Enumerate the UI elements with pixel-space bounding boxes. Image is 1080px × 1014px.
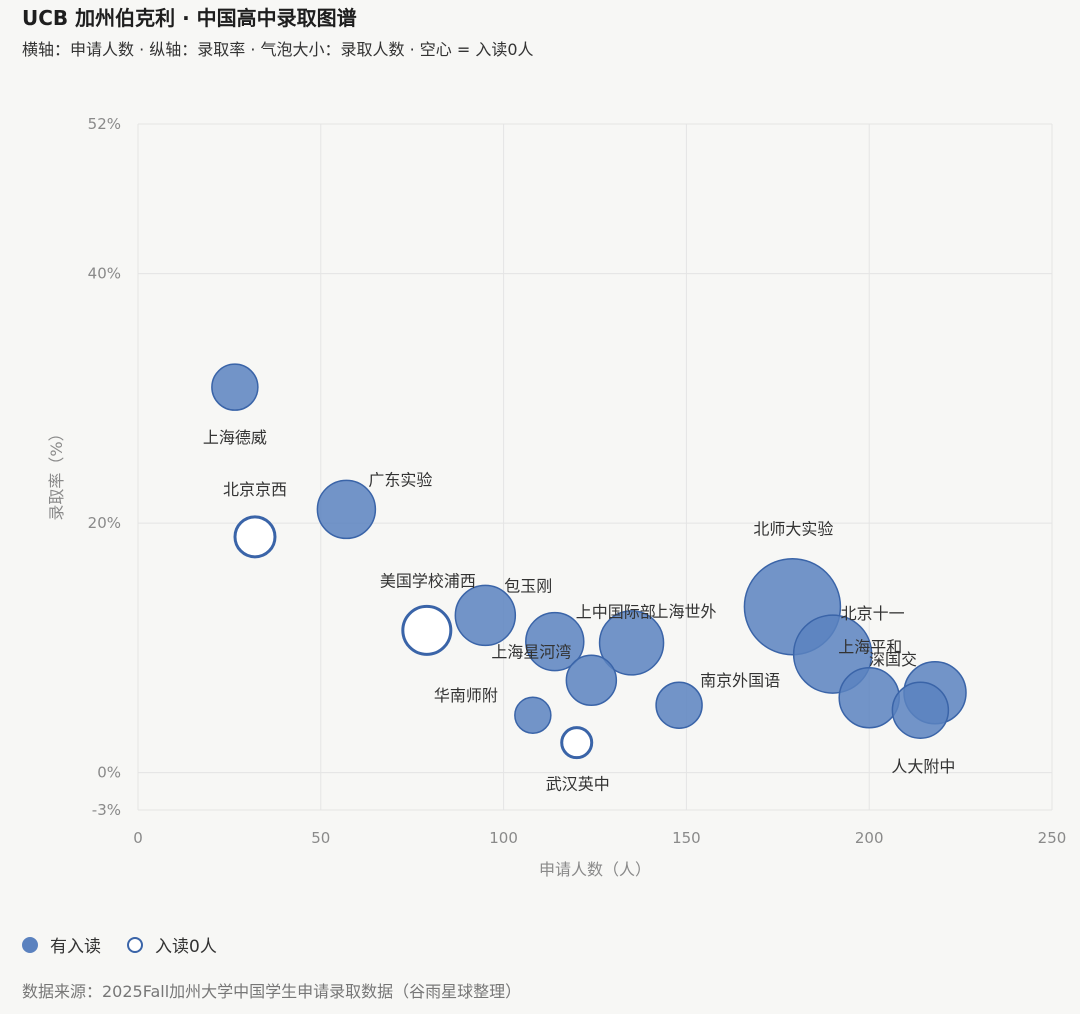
bubble-label: 上海星河湾 <box>491 642 571 661</box>
bubble[interactable] <box>211 363 259 411</box>
x-tick-label: 50 <box>311 829 330 847</box>
y-tick-label: 0% <box>97 764 121 782</box>
tick-layer: 0 50 100 150 200 250 -3% 0% 20% 40% 52% <box>88 115 1067 847</box>
bubble-label: 武汉英中 <box>546 775 610 794</box>
x-tick-label: 150 <box>672 829 701 847</box>
bubble[interactable] <box>565 654 618 707</box>
legend-item-hollow[interactable]: 入读0人 <box>127 932 217 957</box>
bubble[interactable] <box>598 610 665 676</box>
bubble-label: 上海世外 <box>653 602 717 621</box>
legend-item-filled[interactable]: 有入读 <box>22 932 101 957</box>
bubble[interactable] <box>514 696 552 734</box>
chart-title: UCB 加州伯克利 · 中国高中录取图谱 <box>22 6 357 30</box>
filled-circle-icon <box>22 936 38 953</box>
bubble-label: 包玉刚 <box>504 576 552 595</box>
bubble[interactable] <box>401 604 453 656</box>
bubble-label: 上海德威 <box>203 428 267 447</box>
bubble[interactable] <box>560 726 594 760</box>
bubble-label: 广东实验 <box>368 470 432 489</box>
bubble[interactable] <box>316 479 377 540</box>
bubble[interactable] <box>891 681 950 739</box>
bubble-label: 北京京西 <box>223 480 287 499</box>
bubble-label: 华南师附 <box>434 686 498 705</box>
bubble-layer <box>211 363 967 760</box>
y-axis-title: 录取率（%） <box>47 425 66 520</box>
bubble-label: 美国学校浦西 <box>380 571 476 590</box>
bubble[interactable] <box>525 611 585 672</box>
x-tick-label: 0 <box>133 829 143 847</box>
bubble[interactable] <box>655 681 703 729</box>
bubble-label: 人大附中 <box>891 757 955 776</box>
y-tick-label: 20% <box>88 514 121 532</box>
bubble-chart: 0 50 100 150 200 250 -3% 0% 20% 40% 52% 申请人数（人） 录取… <box>47 115 1067 879</box>
bubble-label: 北京十一 <box>841 604 905 623</box>
y-tick-label: 52% <box>88 115 121 133</box>
hollow-circle-icon <box>127 936 143 953</box>
x-tick-label: 100 <box>489 829 518 847</box>
bubble[interactable] <box>233 515 277 559</box>
bubble-label: 北师大实验 <box>753 520 833 539</box>
x-tick-label: 250 <box>1038 829 1067 847</box>
legend-hollow-label: 入读0人 <box>155 937 217 957</box>
bubble-label: 深国交 <box>869 650 917 669</box>
bubble[interactable] <box>838 666 900 729</box>
legend: 有入读 入读0人 <box>22 932 243 957</box>
legend-filled-label: 有入读 <box>50 937 101 957</box>
x-axis-title: 申请人数（人） <box>539 860 651 879</box>
bubble-label: 南京外国语 <box>700 671 780 690</box>
data-source-note: 数据来源：2025Fall加州大学中国学生申请录取数据（谷雨星球整理） <box>22 982 522 1001</box>
bubble-label: 上中国际部 <box>576 603 656 622</box>
x-tick-label: 200 <box>855 829 884 847</box>
chart-subtitle: 横轴：申请人数 · 纵轴：录取率 · 气泡大小：录取人数 · 空心 = 入读0人 <box>22 40 534 59</box>
bubble[interactable] <box>454 584 517 647</box>
grid-layer <box>137 123 1053 811</box>
y-tick-label: 40% <box>88 265 121 283</box>
y-tick-label: -3% <box>92 801 121 819</box>
bubble-label: 上海平和 <box>838 638 902 657</box>
